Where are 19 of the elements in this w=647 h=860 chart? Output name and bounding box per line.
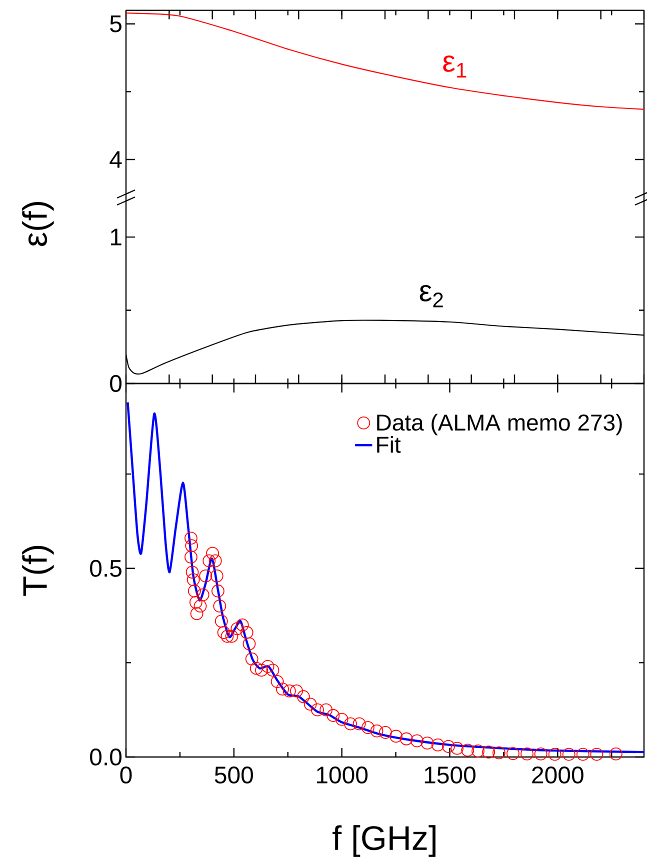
x-tick-label: 500 — [214, 766, 253, 784]
y-tick-label: 1 — [110, 228, 122, 246]
y-tick-label: 0.0 — [90, 748, 122, 766]
line-series — [126, 401, 646, 754]
x-tick-label: 1000 — [316, 766, 368, 784]
y-tick-label: 0 — [110, 375, 122, 392]
legend-label: Data (ALMA memo 273) — [377, 414, 622, 436]
annotation: ε$_{2}$ — [420, 284, 443, 308]
legend-label: Fit — [377, 436, 401, 453]
x-tick-label: 2000 — [532, 766, 584, 784]
x-axis-title: f [GHz] — [332, 825, 436, 857]
line-series — [125, 12, 645, 110]
y-tick-label: 0.5 — [90, 560, 122, 577]
y-tick-label: 5 — [110, 16, 122, 32]
y-axis-title: T(f) — [22, 546, 54, 596]
annotation: ε$_{1}$ — [443, 55, 466, 78]
y-axis-title: ε(f) — [22, 202, 54, 246]
x-tick-label: 1500 — [424, 766, 476, 784]
y-tick-label: 4 — [110, 151, 122, 168]
